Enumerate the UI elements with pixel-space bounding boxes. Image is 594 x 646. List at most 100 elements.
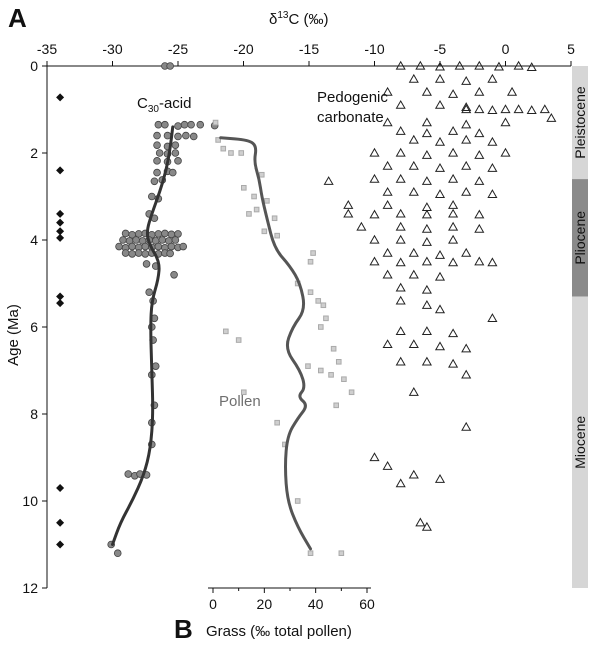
c30-acid-point (150, 177, 159, 186)
pedogenic-carbonate-point (408, 387, 419, 396)
pollen-point (320, 302, 327, 309)
pedogenic-carbonate-point (434, 474, 446, 483)
pedogenic-carbonate-point (395, 356, 406, 366)
pedogenic-carbonate-point (382, 269, 393, 279)
pedogenic-carbonate-point (421, 117, 432, 127)
pedogenic-carbonate-point (356, 221, 367, 231)
c30-acid-point (151, 362, 160, 370)
pedogenic-carbonate-point (395, 60, 406, 70)
pollen-point (310, 250, 316, 256)
pedogenic-carbonate-point (434, 341, 446, 351)
pedogenic-carbonate-point (526, 62, 537, 71)
pedogenic-carbonate-point (421, 176, 432, 185)
pedogenic-carbonate-point (323, 176, 334, 185)
pollen-point (341, 376, 347, 382)
c30-acid-point (180, 120, 189, 129)
c30-acid-point (182, 131, 190, 140)
epoch-label-pleistocene: Pleistocene (572, 86, 588, 159)
top-tick-label: 0 (502, 41, 510, 57)
pollen-point (253, 206, 260, 213)
c30-acid-point (174, 157, 182, 165)
epoch-label-pliocene: Pliocene (572, 211, 588, 265)
panel-a-letter: A (8, 3, 27, 33)
c30-acid-point (166, 249, 174, 258)
pollen-point (294, 498, 301, 504)
c30-acid-point (161, 229, 169, 238)
pedogenic-carbonate-point (408, 247, 419, 257)
top-axis: -35 -30 -25 -20 -15 -10 -5 0 5 (37, 41, 575, 67)
pedogenic-carbonate-point (421, 223, 432, 233)
pedogenic-carbonate-point (382, 117, 393, 127)
y-tick-label: 8 (30, 406, 38, 422)
c30-acid-point (128, 242, 136, 251)
y-axis-title: Age (Ma) (5, 304, 22, 366)
pedogenic-label-line2: carbonate (317, 109, 384, 126)
pedogenic-carbonate-point (513, 104, 524, 114)
pedogenic-carbonate-point (474, 256, 485, 266)
pedogenic-carbonate-point (474, 209, 485, 219)
pedogenic-carbonate-point (395, 208, 406, 218)
y-tick-label: 6 (30, 319, 38, 335)
c30-acid-point (171, 236, 180, 244)
pedogenic-carbonate-point (474, 86, 485, 96)
pollen-point (271, 215, 278, 222)
pedogenic-carbonate-point (448, 257, 459, 267)
pollen-label: Pollen (219, 393, 261, 410)
plot-series (56, 60, 557, 557)
pollen-point (335, 359, 342, 365)
pedogenic-carbonate-point (474, 128, 485, 138)
pedogenic-carbonate-point (461, 104, 472, 114)
diamond-point (56, 166, 65, 175)
top-tick-label: 5 (567, 41, 575, 57)
pollen-point (241, 185, 247, 191)
pedogenic-carbonate-point (506, 86, 518, 96)
pedogenic-carbonate-point (448, 221, 459, 231)
pedogenic-carbonate-point (408, 339, 419, 349)
pollen-point (228, 150, 234, 156)
diamond-point (56, 540, 65, 549)
c30-acid-point (153, 168, 161, 177)
pedogenic-carbonate-point (546, 112, 557, 122)
c30-acid-point (145, 288, 153, 297)
pedogenic-carbonate-point (461, 160, 472, 170)
top-tick-label: -30 (102, 41, 122, 57)
pedogenic-carbonate-point (382, 86, 393, 96)
diamond-point (56, 209, 65, 218)
pedogenic-carbonate-point (487, 163, 498, 172)
pedogenic-carbonate-point (408, 134, 419, 144)
pollen-point (315, 298, 322, 304)
panel-b-letter: B (174, 614, 193, 644)
pedogenic-carbonate-point (487, 313, 498, 322)
pedogenic-carbonate-point (343, 208, 354, 218)
pedogenic-carbonate-point (395, 234, 406, 244)
y-tick-label: 0 (30, 58, 38, 74)
pedogenic-carbonate-point (421, 300, 432, 309)
pedogenic-carbonate-point (395, 282, 406, 292)
pedogenic-carbonate-point (474, 176, 485, 185)
pedogenic-carbonate-point (500, 117, 511, 127)
pedogenic-carbonate-point (461, 369, 472, 379)
pedogenic-carbonate-point (434, 271, 446, 281)
pedogenic-carbonate-point (448, 358, 459, 368)
y-tick-label: 10 (22, 493, 38, 509)
pollen-point (333, 402, 339, 409)
c30-acid-point (128, 250, 136, 258)
c30-acid-point (141, 250, 150, 258)
pedogenic-carbonate-point (513, 60, 524, 70)
pedogenic-carbonate-point (369, 256, 380, 266)
diamond-point (56, 292, 65, 301)
c30-acid-point (158, 236, 167, 244)
pedogenic-carbonate-point (448, 208, 459, 218)
c30-acid-trend-line (111, 125, 175, 546)
epoch-label-miocene: Miocene (572, 416, 588, 469)
pedogenic-carbonate-point (434, 250, 446, 259)
c30-acid-point (148, 192, 156, 201)
diamond-point (56, 518, 65, 527)
pedogenic-carbonate-point (487, 189, 498, 198)
pedogenic-carbonate-point (448, 234, 459, 244)
pedogenic-carbonate-point (421, 209, 432, 219)
pollen-point (215, 137, 221, 143)
epoch-band-miocene (572, 296, 588, 588)
bottom-tick-label: 0 (209, 596, 217, 612)
